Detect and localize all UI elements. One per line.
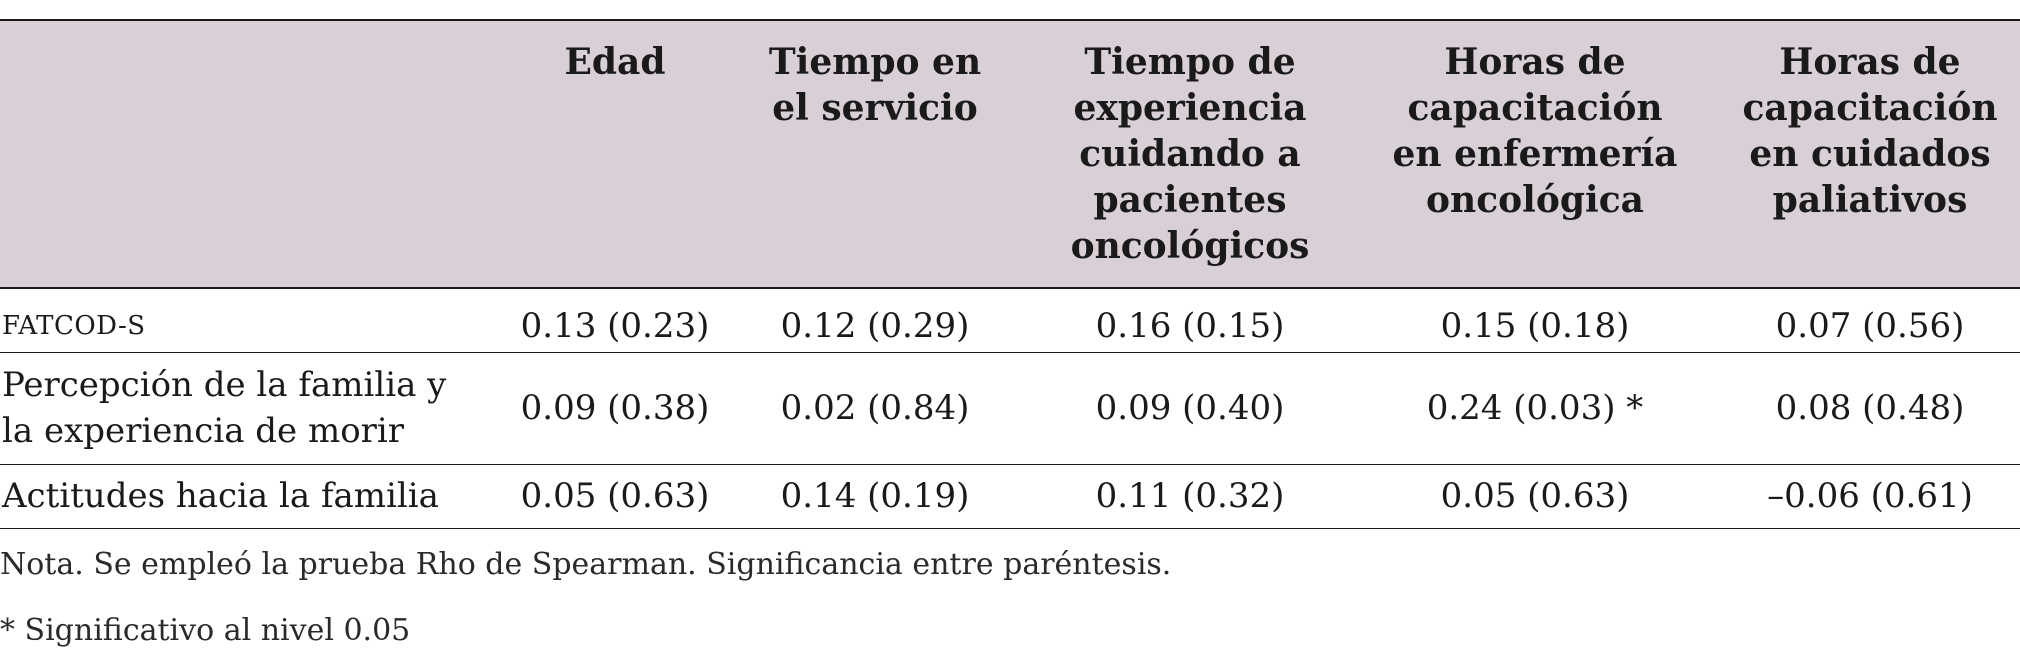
header-line: Edad xyxy=(564,41,666,83)
table-body: FATCOD-S 0.13 (0.23) 0.12 (0.29) 0.16 (0… xyxy=(0,288,2020,528)
table-cell: 0.12 (0.29) xyxy=(780,306,970,347)
header-horas-enfermeria: Horas de capacitación en enfermería onco… xyxy=(1350,20,1720,288)
row-label: Percepción de la familia y la experienci… xyxy=(0,352,510,464)
header-empty-cell xyxy=(0,20,510,288)
table-cell: 0.09 (0.40) xyxy=(1095,388,1285,428)
table-cell: 0.13 (0.23) xyxy=(520,306,710,347)
header-line: oncológica xyxy=(1426,179,1644,221)
note-significance: * Significativo al nivel 0.05 xyxy=(0,613,411,648)
table-cell: 0.24 (0.03) * xyxy=(1426,388,1644,428)
header-line: capacitación xyxy=(1742,87,1998,129)
header-line: Horas de xyxy=(1444,41,1626,83)
table-cell: 0.05 (0.63) xyxy=(520,476,710,516)
header-horas-paliativos: Horas de capacitación en cuidados paliat… xyxy=(1720,20,2020,288)
header-line: paliativos xyxy=(1772,179,1968,221)
header-line: Tiempo de xyxy=(1084,41,1296,83)
header-line: en cuidados xyxy=(1749,133,1991,175)
header-tiempo-servicio: Tiempo en el servicio xyxy=(720,20,1030,288)
table-cell: 0.09 (0.38) xyxy=(520,388,710,428)
header-line: el servicio xyxy=(772,87,978,129)
header-line: cuidando a xyxy=(1079,133,1301,175)
table-cell: 0.07 (0.56) xyxy=(1775,306,1965,347)
table-cell: 0.08 (0.48) xyxy=(1775,388,1965,428)
correlation-table: Edad Tiempo en el servicio Tiempo de exp… xyxy=(0,19,2020,529)
table-cell: 0.14 (0.19) xyxy=(780,476,970,516)
header-line: en enfermería xyxy=(1392,133,1678,175)
row-label-line: la experiencia de morir xyxy=(2,411,405,451)
row-label: FATCOD-S xyxy=(2,311,146,342)
table-cell: 0.11 (0.32) xyxy=(1095,476,1285,516)
note-method: Nota. Se empleó la prueba Rho de Spearma… xyxy=(0,547,1172,582)
table-row: FATCOD-S 0.13 (0.23) 0.12 (0.29) 0.16 (0… xyxy=(0,288,2020,352)
header-line: oncológicos xyxy=(1070,225,1310,267)
header-tiempo-experiencia: Tiempo de experiencia cuidando a pacient… xyxy=(1030,20,1350,288)
table-row: Actitudes hacia la familia 0.05 (0.63) 0… xyxy=(0,464,2020,528)
row-label: Actitudes hacia la familia xyxy=(2,476,439,516)
table-cell: 0.05 (0.63) xyxy=(1440,476,1630,516)
header-line: pacientes xyxy=(1093,179,1287,221)
header-row: Edad Tiempo en el servicio Tiempo de exp… xyxy=(0,20,2020,288)
table-header: Edad Tiempo en el servicio Tiempo de exp… xyxy=(0,20,2020,288)
header-line: experiencia xyxy=(1073,87,1307,129)
table-cell: 0.15 (0.18) xyxy=(1440,306,1630,347)
correlation-table-container: Edad Tiempo en el servicio Tiempo de exp… xyxy=(0,19,2020,529)
row-label-line: Percepción de la familia y xyxy=(2,365,447,405)
table-notes: Nota. Se empleó la prueba Rho de Spearma… xyxy=(0,545,2020,651)
header-line: capacitación xyxy=(1407,87,1663,129)
table-row: Percepción de la familia y la experienci… xyxy=(0,352,2020,464)
header-edad: Edad xyxy=(510,20,720,288)
table-cell: 0.02 (0.84) xyxy=(780,388,970,428)
table-cell: –0.06 (0.61) xyxy=(1767,476,1973,516)
header-line: Tiempo en xyxy=(768,41,982,83)
header-line: Horas de xyxy=(1779,41,1961,83)
table-cell: 0.16 (0.15) xyxy=(1095,306,1285,347)
